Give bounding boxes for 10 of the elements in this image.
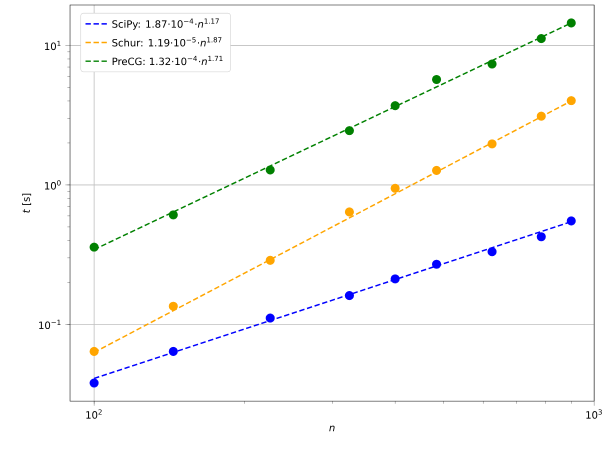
legend-label: Schur: 1.19·10$^{−5}$·n$^{1.87}$ [112, 37, 222, 46]
y-tick-label: 10$^{−1}$ [39, 320, 60, 329]
x-tick-label: 10$^{3}$ [586, 409, 602, 419]
legend-label: SciPy: 1.87·10$^{−4}$·n$^{1.17}$ [112, 18, 219, 30]
y-tick-label: 10$^{1}$ [45, 40, 60, 50]
x-tick-label: 10$^{2}$ [86, 409, 102, 419]
x-axis-title: n [329, 426, 335, 432]
y-axis-title: t [s] [22, 194, 32, 213]
y-tick-label: 10$^{0}$ [45, 180, 61, 190]
legend-label: PreCG: 1.32·10$^{−4}$·n$^{1.71}$ [112, 56, 222, 66]
